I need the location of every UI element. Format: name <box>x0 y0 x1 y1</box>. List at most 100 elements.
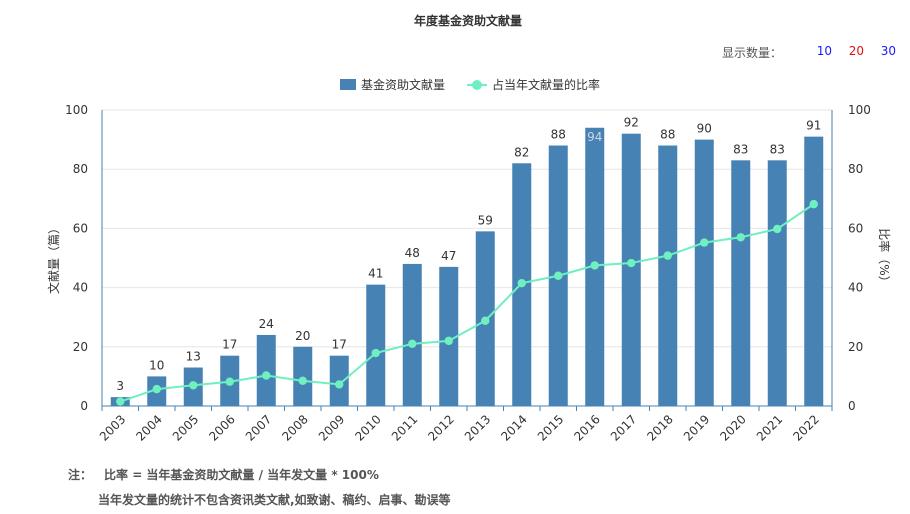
y-tick-label: 40 <box>73 281 88 295</box>
y-tick-label: 80 <box>73 162 88 176</box>
x-tick-label: 2009 <box>316 412 347 443</box>
legend-bar-label: 基金资助文献量 <box>361 78 446 92</box>
bar <box>694 139 714 406</box>
bar <box>804 136 824 406</box>
y2-axis-title: 比率（%） <box>877 228 892 287</box>
ratio-point <box>663 251 672 260</box>
x-tick-label: 2012 <box>425 412 456 443</box>
bar-value-label: 92 <box>624 116 639 130</box>
display-count-selector: 显示数量： 10 20 30 <box>722 44 896 61</box>
y2-tick-label: 40 <box>848 281 863 295</box>
bar-value-label: 41 <box>368 267 383 281</box>
x-tick-label: 2013 <box>462 412 493 443</box>
y-tick-label: 20 <box>73 340 88 354</box>
x-tick-label: 2020 <box>717 412 748 443</box>
bar-value-label: 94 <box>587 130 602 144</box>
legend-item-bar[interactable]: 基金资助文献量 <box>340 76 445 93</box>
x-tick-label: 2016 <box>571 412 602 443</box>
ratio-point <box>773 224 782 234</box>
legend-line-swatch <box>467 79 488 90</box>
display-count-label: 显示数量： <box>721 46 782 60</box>
ratio-point <box>444 336 453 346</box>
bar <box>256 334 276 406</box>
legend-bar-swatch <box>340 79 356 90</box>
ratio-point <box>517 278 526 288</box>
ratio-point <box>736 233 745 242</box>
bar-value-label: 91 <box>806 119 821 133</box>
y2-tick-label: 20 <box>848 340 863 354</box>
ratio-point <box>408 339 417 349</box>
display-count-option-20[interactable]: 20 <box>848 44 864 58</box>
notes-line-2: 当年发文量的统计不包含资讯类文献,如致谢、稿约、启事、勘误等 <box>98 493 451 507</box>
y2-tick-label: 100 <box>848 103 871 117</box>
x-tick-label: 2007 <box>243 412 274 443</box>
x-tick-label: 2004 <box>133 412 164 443</box>
bar-value-label: 24 <box>259 317 274 331</box>
x-tick-label: 2011 <box>389 412 420 443</box>
y2-tick-label: 80 <box>848 162 863 176</box>
ratio-point <box>225 377 234 386</box>
bar <box>658 145 678 406</box>
x-tick-label: 2022 <box>790 412 821 443</box>
bar-value-label: 82 <box>514 145 529 159</box>
ratio-point <box>627 258 636 268</box>
x-tick-label: 2003 <box>97 412 128 443</box>
bar-value-label: 47 <box>441 249 456 263</box>
y-tick-label: 60 <box>73 221 88 235</box>
x-tick-label: 2010 <box>352 412 383 443</box>
bar-value-label: 88 <box>660 128 675 142</box>
bar-value-label: 17 <box>332 338 347 352</box>
x-tick-label: 2005 <box>170 412 201 443</box>
notes-line-1: 比率 = 当年基金资助文献量 / 当年发文量 * 100% <box>104 468 379 482</box>
bar-value-label: 13 <box>186 350 201 364</box>
bar-value-label: 59 <box>478 213 493 227</box>
x-tick-label: 2021 <box>754 412 785 443</box>
notes-prefix: 注： <box>68 468 93 482</box>
bar-value-label: 90 <box>697 122 712 136</box>
bar <box>293 346 313 406</box>
legend-item-line[interactable]: 占当年文献量的比率 <box>467 76 600 93</box>
ratio-point <box>152 384 161 394</box>
x-tick-label: 2006 <box>206 412 237 443</box>
display-count-option-30[interactable]: 30 <box>880 44 896 58</box>
bar-value-label: 48 <box>405 246 420 260</box>
ratio-point <box>481 316 490 325</box>
x-tick-label: 2015 <box>535 412 566 443</box>
bar-value-label: 83 <box>770 142 785 156</box>
ratio-point <box>700 238 709 247</box>
bar-value-label: 17 <box>222 338 237 352</box>
ratio-point <box>590 261 599 270</box>
bar <box>767 160 787 406</box>
x-tick-label: 2008 <box>279 412 310 443</box>
x-tick-label: 2014 <box>498 412 529 443</box>
legend-line-label: 占当年文献量的比率 <box>492 78 601 92</box>
bar-value-label: 3 <box>116 379 124 393</box>
ratio-point <box>116 397 125 406</box>
y2-tick-label: 0 <box>848 399 856 413</box>
chart-notes: 注： 比率 = 当年基金资助文献量 / 当年发文量 * 100% 当年发文量的统… <box>68 466 451 508</box>
chart-title: 年度基金资助文献量 <box>413 14 522 28</box>
ratio-line <box>119 203 815 403</box>
x-tick-label: 2017 <box>608 412 639 443</box>
bar-value-label: 10 <box>149 358 164 372</box>
bar <box>366 284 386 406</box>
x-tick-label: 2019 <box>681 412 712 443</box>
bar <box>621 133 641 406</box>
y-axis-title: 文献量（篇） <box>46 222 61 294</box>
chart-legend: 基金资助文献量 占当年文献量的比率 <box>340 76 622 93</box>
bar <box>731 160 751 406</box>
y2-tick-label: 60 <box>848 221 863 235</box>
y-tick-label: 0 <box>80 399 88 413</box>
bar <box>439 266 459 406</box>
ratio-point <box>262 371 271 380</box>
ratio-point <box>371 348 380 358</box>
y-tick-label: 100 <box>65 103 88 117</box>
display-count-option-10[interactable]: 10 <box>816 44 832 58</box>
x-tick-label: 2018 <box>644 412 675 443</box>
ratio-point <box>809 199 818 209</box>
bar-value-label: 88 <box>551 128 566 142</box>
ratio-point <box>189 381 198 390</box>
ratio-point <box>335 380 344 389</box>
bar-value-label: 20 <box>295 329 310 343</box>
ratio-point <box>554 271 563 280</box>
